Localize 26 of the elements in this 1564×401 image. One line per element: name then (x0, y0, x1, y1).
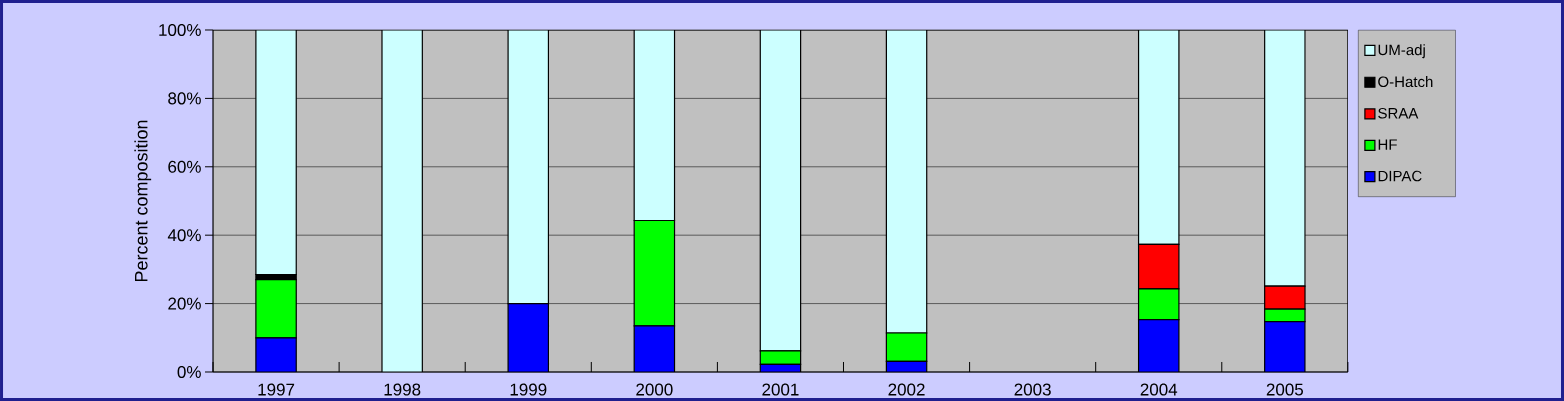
y-tick-label: 100% (159, 23, 201, 37)
x-tick-label: 2001 (762, 383, 799, 396)
x-tick-label: 2000 (636, 383, 673, 396)
y-tick-label: 0% (177, 365, 201, 379)
x-tick-label: 2004 (1140, 383, 1178, 396)
x-tick-label: 2002 (888, 383, 925, 396)
bar (508, 303, 549, 372)
legend-label: UM-adj (1378, 44, 1425, 59)
x-tick-label: 1997 (258, 383, 295, 396)
x-tick-label: 1999 (510, 383, 547, 396)
bar (634, 325, 675, 372)
legend-label: O-Hatch (1378, 76, 1433, 88)
x-tick-label: 2003 (1014, 383, 1051, 396)
bar (1138, 319, 1179, 372)
legend-label: SRAA (1378, 107, 1419, 119)
y-axis-title: Percent composition (134, 120, 152, 282)
y-tick-label: 40% (167, 229, 201, 242)
x-tick-label: 1998 (384, 383, 421, 396)
y-tick-label: 20% (168, 297, 201, 310)
y-tick-label: 60% (168, 160, 201, 173)
y-tick-label: 80% (168, 92, 201, 105)
x-tick-label: 2005 (1266, 383, 1304, 396)
bar (255, 337, 297, 372)
legend-label: HF (1378, 139, 1397, 150)
legend-label: DIPAC (1378, 170, 1422, 182)
bar (1264, 321, 1306, 372)
